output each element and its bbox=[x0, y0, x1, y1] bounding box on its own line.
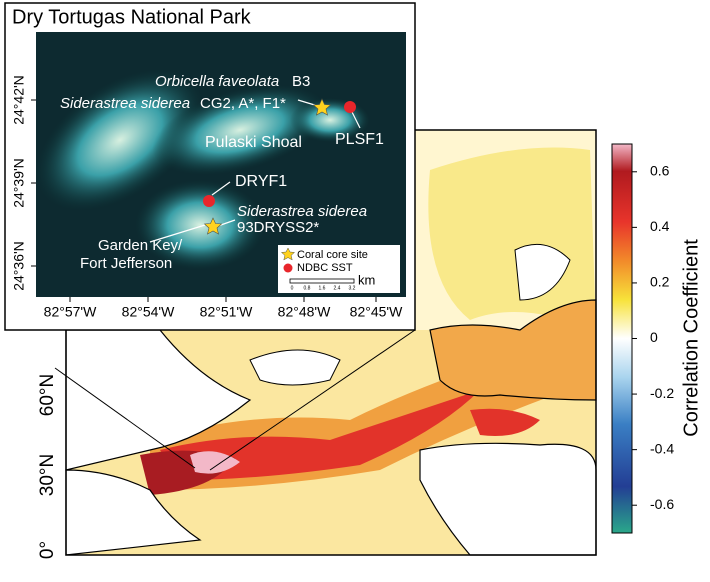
scale-bar bbox=[289, 278, 355, 284]
leader-line bbox=[217, 219, 236, 227]
leader-line bbox=[149, 224, 206, 243]
annotation: DRYF1 bbox=[235, 173, 287, 190]
lat-label: 0° bbox=[37, 541, 58, 559]
colorbar-tick-label: 0.2 bbox=[650, 274, 670, 290]
annotation: B3 bbox=[292, 73, 310, 90]
scale-tick-label: 0 bbox=[291, 285, 294, 291]
inset: Dry Tortugas National Park Orbicella fav… bbox=[4, 2, 416, 331]
annotation: Siderastrea siderea bbox=[60, 95, 190, 112]
leader-line bbox=[351, 111, 361, 129]
land-central-america bbox=[65, 469, 202, 556]
ndbc-site bbox=[344, 101, 356, 113]
lon-label: 82°45'W bbox=[350, 304, 403, 320]
colorbar-tick-label: 0.4 bbox=[650, 218, 670, 234]
annotation: CG2, A*, F1* bbox=[200, 95, 286, 112]
scale-tick-label: 0.8 bbox=[304, 285, 311, 291]
colorbar-tick-label: 0 bbox=[650, 329, 658, 345]
land-greenland bbox=[249, 349, 341, 386]
annotation: 93DRYSS2* bbox=[237, 219, 319, 236]
lon-label: 82°54'W bbox=[122, 304, 175, 320]
land-north-america bbox=[65, 329, 252, 471]
reef bbox=[135, 180, 265, 270]
annotation: Siderastrea siderea bbox=[237, 203, 367, 220]
legend-dot bbox=[283, 263, 293, 273]
inset-title: Dry Tortugas National Park bbox=[12, 6, 252, 28]
colorbar-label: Correlation Coefficient bbox=[680, 239, 702, 437]
annotation: Garden Key/ bbox=[98, 237, 183, 254]
scale-tick-label: 1.6 bbox=[319, 285, 326, 291]
lat-label: 60°N bbox=[37, 374, 58, 416]
connector-line bbox=[54, 367, 196, 469]
scale-tick-label: 3.2 bbox=[349, 285, 356, 291]
colorbar-tick-label: -0.6 bbox=[650, 496, 674, 512]
land-africa bbox=[419, 442, 597, 556]
legend-label: Coral core site bbox=[297, 249, 368, 261]
lon-label: 82°51'W bbox=[200, 304, 253, 320]
annotation: Pulaski Shoal bbox=[205, 134, 302, 151]
leader-line bbox=[211, 181, 231, 196]
legend-box bbox=[278, 245, 400, 293]
annotation: PLSF1 bbox=[335, 131, 384, 148]
legend-label: NDBC SST bbox=[297, 262, 353, 274]
connector-line bbox=[209, 329, 416, 471]
legend-star bbox=[280, 247, 296, 261]
colorbar-tick-label: -0.2 bbox=[650, 385, 674, 401]
lat-label: 30°N bbox=[37, 454, 58, 496]
reef bbox=[36, 69, 204, 211]
field-med bbox=[470, 408, 540, 436]
ndbc-site bbox=[203, 195, 215, 207]
coral-site bbox=[203, 217, 223, 235]
field-pink bbox=[190, 451, 240, 474]
lat-label: 24°39'N bbox=[11, 158, 27, 208]
colorbar-tick-label: 0.6 bbox=[650, 162, 670, 178]
lat-label: 24°42'N bbox=[11, 75, 27, 125]
colorbar bbox=[611, 143, 633, 534]
annotation: Fort Jefferson bbox=[80, 255, 172, 272]
land-scandinavia bbox=[514, 243, 571, 301]
scale-tick-label: 2.4 bbox=[334, 285, 341, 291]
colorbar-tick-label: -0.4 bbox=[650, 440, 674, 456]
lon-label: 82°48'W bbox=[278, 304, 331, 320]
annotation: Orbicella faveolata bbox=[155, 73, 279, 90]
field-region bbox=[428, 147, 596, 330]
lat-label: 24°36'N bbox=[11, 241, 27, 291]
scale-unit: km bbox=[358, 272, 375, 287]
reef bbox=[152, 84, 328, 176]
coral-site bbox=[312, 98, 332, 116]
field-hot bbox=[160, 390, 480, 480]
lon-label: 82°57'W bbox=[44, 304, 97, 320]
